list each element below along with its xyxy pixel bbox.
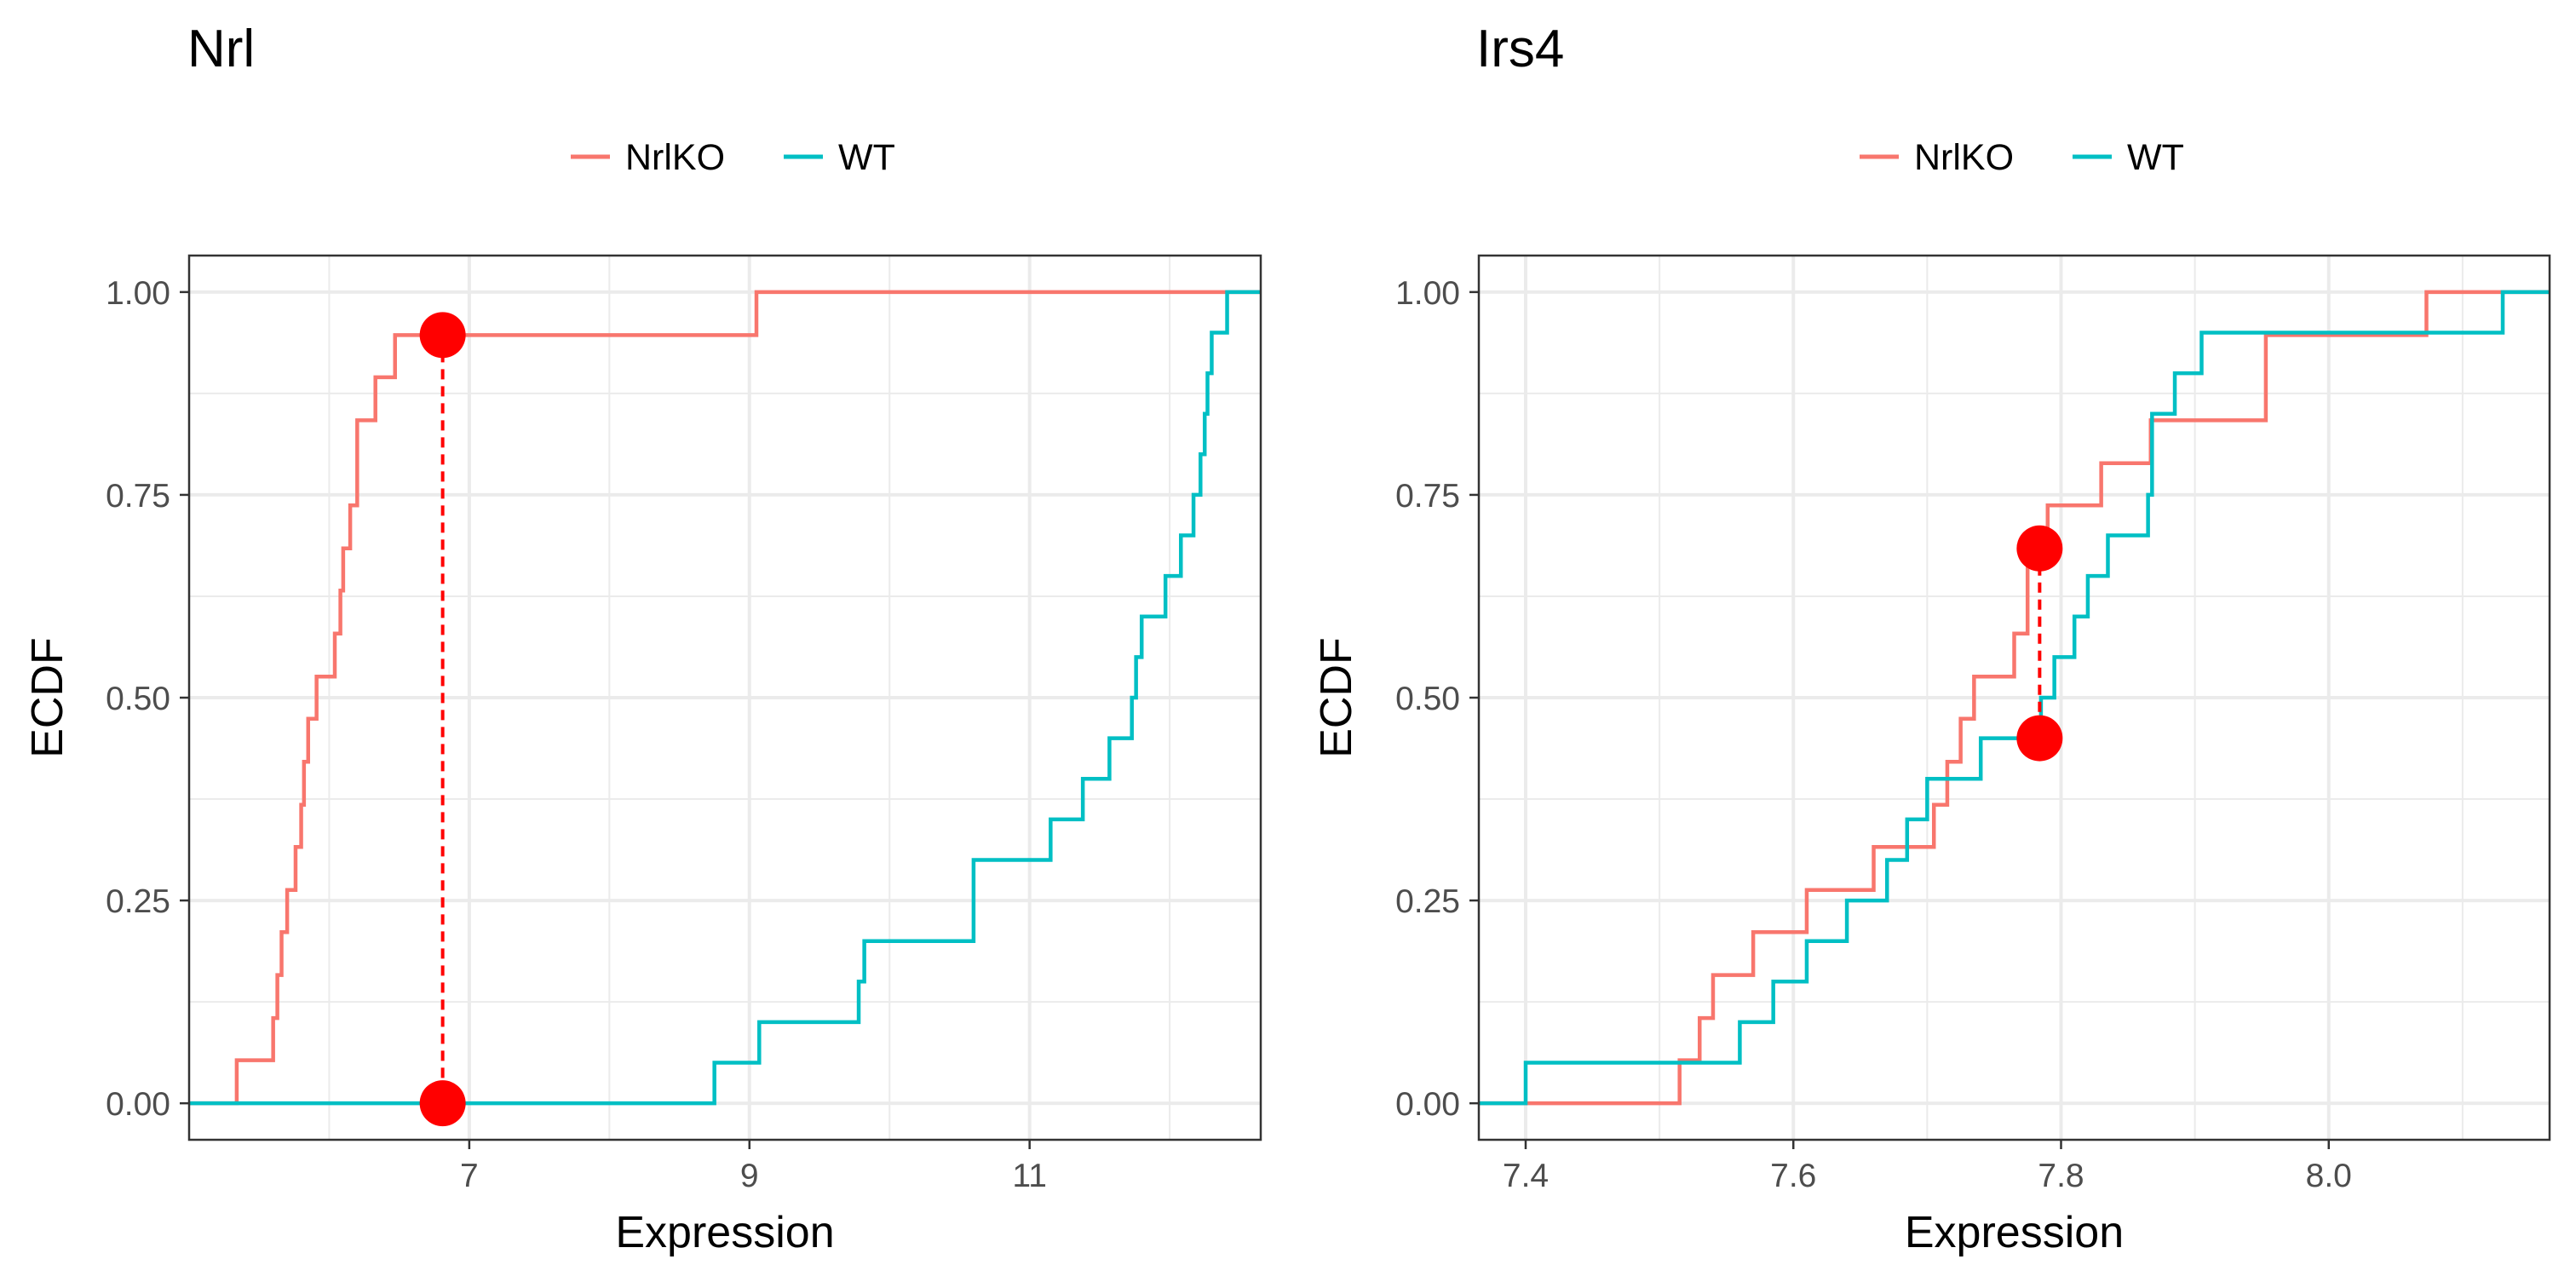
y-tick-label: 0.50 bbox=[106, 681, 170, 717]
gridlines bbox=[1479, 256, 2550, 1140]
x-tick-label: 7 bbox=[460, 1158, 479, 1194]
annotation-point bbox=[419, 1080, 466, 1127]
panel-0: 0.00 0.25 0.50 0.75 1.00 7 9 11 Expression ECDF Nr… bbox=[23, 20, 1262, 1257]
x-tick-label: 7.8 bbox=[2038, 1158, 2084, 1194]
y-tick-label: 0.25 bbox=[106, 883, 170, 920]
legend-item-NrlKO: NrlKO bbox=[571, 137, 725, 178]
series-layer bbox=[189, 290, 1261, 1106]
annotation-point bbox=[2016, 525, 2063, 572]
y-tick-label: 0.75 bbox=[106, 478, 170, 515]
y-tick-label: 1.00 bbox=[1395, 275, 1460, 312]
gridlines bbox=[189, 256, 1261, 1140]
plot-title: Nrl bbox=[187, 20, 255, 78]
x-tick-label: 7.6 bbox=[1770, 1158, 1816, 1194]
series-line-NrlKO bbox=[189, 290, 1261, 1106]
y-tick-label: 0.00 bbox=[1395, 1086, 1460, 1123]
plot-title: Irs4 bbox=[1476, 20, 1564, 78]
legend-label: WT bbox=[838, 137, 895, 178]
x-tick-label: 11 bbox=[1012, 1158, 1047, 1194]
y-axis-title: ECDF bbox=[23, 637, 72, 758]
legend-label: NrlKO bbox=[1914, 137, 2014, 178]
y-tick-label: 0.50 bbox=[1395, 681, 1460, 717]
legend: NrlKO WT bbox=[1860, 137, 2184, 178]
legend-label: NrlKO bbox=[625, 137, 725, 178]
series-line-WT bbox=[189, 290, 1261, 1106]
x-axis-title: Expression bbox=[1905, 1208, 2124, 1257]
y-axis-title: ECDF bbox=[1312, 637, 1361, 758]
panel-1: 0.00 0.25 0.50 0.75 1.00 7.4 7.6 7.8 8.0 Expressi… bbox=[1312, 20, 2551, 1257]
x-axis-title: Expression bbox=[615, 1208, 834, 1257]
legend-label: WT bbox=[2127, 137, 2184, 178]
annotation-point bbox=[2016, 715, 2063, 762]
legend-item-WT: WT bbox=[784, 137, 895, 178]
y-tick-label: 1.00 bbox=[106, 275, 170, 312]
x-tick-label: 7.4 bbox=[1503, 1158, 1549, 1194]
y-tick-label: 0.25 bbox=[1395, 883, 1460, 920]
x-tick-label: 9 bbox=[740, 1158, 759, 1194]
y-tick-label: 0.00 bbox=[106, 1086, 170, 1123]
legend-item-WT: WT bbox=[2073, 137, 2184, 178]
legend-item-NrlKO: NrlKO bbox=[1860, 137, 2014, 178]
annotation-point bbox=[419, 312, 466, 359]
y-tick-label: 0.75 bbox=[1395, 478, 1460, 515]
x-tick-label: 8.0 bbox=[2306, 1158, 2352, 1194]
legend: NrlKO WT bbox=[571, 137, 895, 178]
